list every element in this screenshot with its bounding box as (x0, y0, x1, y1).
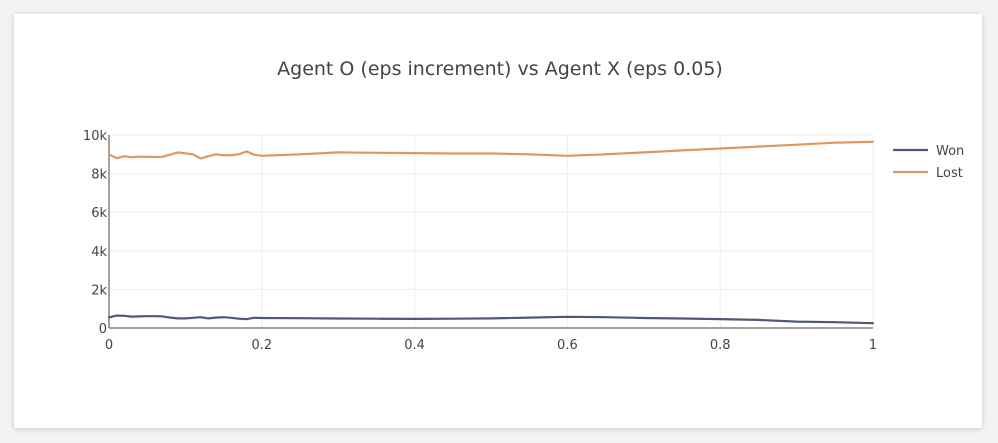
legend-label: Lost (936, 166, 963, 181)
y-tick-label: 10k (83, 129, 108, 144)
x-tick-labels: 0 0.2 0.4 0.6 0.8 1 (105, 338, 877, 353)
x-tick-label: 0.6 (557, 338, 578, 353)
y-tick-label: 8k (91, 168, 107, 183)
x-tick-label: 0 (105, 338, 113, 353)
chart-card (14, 14, 982, 428)
series-line-lost (107, 140, 875, 160)
x-tick-label: 0.2 (251, 338, 272, 353)
y-grid (109, 134, 873, 290)
y-tick-label: 0 (99, 322, 107, 337)
x-tick-label: 0.4 (404, 338, 425, 353)
legend-item-won[interactable]: Won (893, 144, 964, 159)
y-tick-label: 6k (91, 206, 107, 221)
x-grid (261, 135, 874, 328)
chart-title: Agent O (eps increment) vs Agent X (eps … (277, 58, 723, 80)
x-tick-label: 1 (869, 338, 877, 353)
legend[interactable]: Won Lost (893, 144, 964, 181)
series-lines (107, 140, 875, 325)
x-tick-label: 0.8 (710, 338, 731, 353)
y-tick-label: 2k (91, 283, 107, 298)
series-line-won (107, 314, 875, 325)
y-tick-labels: 0 2k 4k 6k 8k 10k (83, 129, 108, 337)
y-tick-label: 4k (91, 245, 107, 260)
legend-item-lost[interactable]: Lost (893, 166, 963, 181)
legend-label: Won (936, 144, 964, 159)
